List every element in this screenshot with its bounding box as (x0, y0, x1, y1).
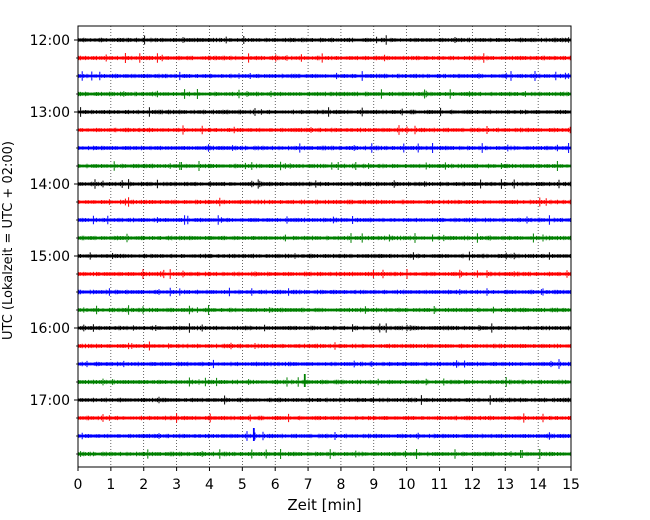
x-axis-label: Zeit [min] (287, 496, 361, 514)
x-tick-label: 14 (529, 477, 547, 493)
y-tick-label: 15:00 (30, 249, 70, 265)
trace (78, 359, 571, 369)
y-tick-label: 12:00 (30, 33, 70, 49)
trace-signal (78, 125, 571, 135)
x-tick-label: 15 (562, 477, 580, 493)
trace (78, 35, 571, 45)
trace-signal (78, 89, 571, 99)
x-tick-label: 12 (463, 477, 481, 493)
trace (78, 233, 571, 243)
trace-signal (78, 71, 571, 81)
trace-signal (78, 413, 571, 423)
trace (78, 251, 571, 261)
trace-signal (78, 305, 571, 315)
trace-signal (78, 215, 571, 225)
x-tick-label: 13 (496, 477, 514, 493)
trace (78, 197, 571, 207)
trace-signal (78, 323, 571, 333)
x-tick-label: 5 (238, 477, 247, 493)
trace-signal (78, 287, 571, 297)
trace-signal (78, 359, 571, 369)
trace-signal (78, 341, 571, 351)
trace (78, 125, 571, 135)
trace (78, 179, 571, 189)
y-axis-label: UTC (Lokalzeit = UTC + 02:00) (1, 141, 16, 340)
trace (78, 341, 571, 351)
x-tick-label: 3 (172, 477, 181, 493)
trace-signal (78, 179, 571, 189)
trace (78, 287, 571, 297)
trace-signal (78, 233, 571, 243)
plot-frame (77, 25, 572, 468)
trace (78, 449, 571, 459)
x-axis-ticks: 0 1 2 3 4 5 6 7 8 9 10 11 12 13 14 15 (74, 467, 580, 493)
x-tick-label: 8 (336, 477, 345, 493)
trace (78, 323, 571, 333)
trace-signal (78, 197, 571, 207)
x-tick-label: 2 (139, 477, 148, 493)
trace (78, 431, 571, 441)
y-tick-label: 13:00 (30, 105, 70, 121)
trace (78, 89, 571, 99)
trace (78, 413, 571, 423)
trace-group (78, 35, 571, 459)
trace-signal (78, 35, 571, 45)
y-tick-label: 17:00 (30, 393, 70, 409)
x-tick-label: 1 (106, 477, 115, 493)
trace-signal (78, 53, 571, 63)
trace (78, 161, 571, 171)
trace (78, 71, 571, 81)
x-tick-label: 7 (304, 477, 313, 493)
trace (78, 395, 571, 405)
trace (78, 107, 571, 117)
trace-signal (78, 431, 571, 441)
trace (78, 53, 571, 63)
x-tick-label: 4 (205, 477, 214, 493)
trace (78, 377, 571, 387)
x-tick-label: 11 (431, 477, 449, 493)
x-tick-label: 0 (74, 477, 83, 493)
trace-signal (78, 107, 571, 117)
trace (78, 269, 571, 279)
y-tick-label: 16:00 (30, 321, 70, 337)
trace-signal (78, 449, 571, 459)
trace (78, 215, 571, 225)
y-axis-ticks: 12:00 13:00 14:00 15:00 16:00 17:00 (30, 33, 78, 455)
trace-signal (78, 377, 571, 387)
y-tick-label: 14:00 (30, 177, 70, 193)
trace-signal (78, 269, 571, 279)
trace (78, 305, 571, 315)
x-tick-label: 9 (369, 477, 378, 493)
trace (78, 143, 571, 153)
trace-signal (78, 395, 571, 405)
trace-signal (78, 161, 571, 171)
trace-signal (78, 143, 571, 153)
trace-signal (78, 251, 571, 261)
x-tick-label: 10 (398, 477, 416, 493)
x-tick-label: 6 (271, 477, 280, 493)
